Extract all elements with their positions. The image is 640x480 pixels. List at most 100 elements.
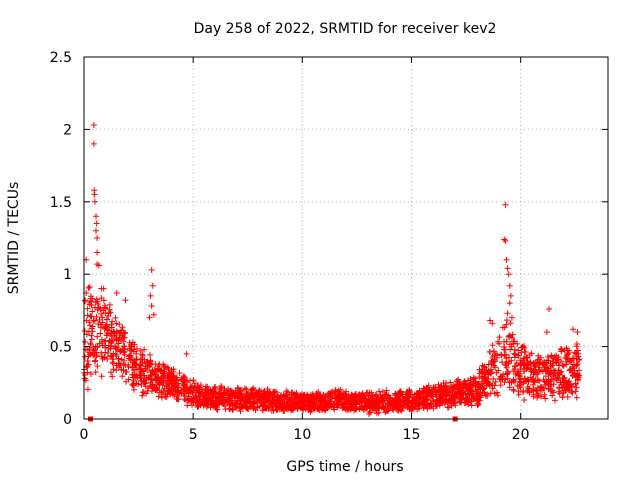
- data-point: [88, 370, 95, 377]
- data-point: [293, 390, 300, 397]
- data-point: [226, 401, 233, 408]
- data-point-outlier: [91, 191, 98, 198]
- data-point: [508, 379, 515, 386]
- data-point: [574, 377, 581, 384]
- data-point: [97, 310, 104, 317]
- y-tick-label: 2.5: [50, 50, 72, 66]
- data-point: [105, 312, 112, 319]
- data-point: [366, 408, 373, 415]
- data-point: [194, 399, 201, 406]
- data-point-outlier: [505, 271, 512, 278]
- data-point: [117, 347, 124, 354]
- y-tick-label: 1: [63, 267, 72, 283]
- data-point: [492, 364, 499, 371]
- data-point: [129, 381, 136, 388]
- data-point: [141, 346, 148, 353]
- data-point: [348, 402, 355, 409]
- data-point: [439, 384, 446, 391]
- data-point: [101, 326, 108, 333]
- data-point: [550, 373, 557, 380]
- data-point: [517, 370, 524, 377]
- data-point: [408, 400, 415, 407]
- data-point-outlier: [122, 297, 129, 304]
- data-point: [122, 362, 129, 369]
- data-point: [95, 320, 102, 327]
- data-point: [456, 381, 463, 388]
- data-point: [506, 341, 513, 348]
- data-point: [414, 406, 421, 413]
- data-point: [408, 407, 415, 414]
- data-point-outlier: [503, 256, 510, 263]
- data-point: [468, 402, 475, 409]
- data-point: [479, 375, 486, 382]
- data-point: [545, 357, 552, 364]
- data-point: [158, 394, 165, 401]
- data-point-outlier: [148, 266, 155, 273]
- data-point: [199, 386, 206, 393]
- data-point: [181, 392, 188, 399]
- data-point: [421, 395, 428, 402]
- data-point: [174, 384, 181, 391]
- data-point: [482, 392, 489, 399]
- data-point-outlier: [543, 329, 550, 336]
- data-point: [573, 384, 580, 391]
- data-point: [551, 397, 558, 404]
- data-point: [502, 361, 509, 367]
- data-point: [343, 401, 350, 408]
- data-point: [488, 357, 495, 364]
- data-point: [371, 406, 378, 413]
- data-point: [186, 397, 193, 404]
- data-point: [92, 346, 99, 353]
- data-point: [465, 386, 472, 393]
- data-point: [229, 400, 236, 407]
- data-point: [296, 397, 303, 404]
- data-point: [147, 351, 154, 358]
- data-point: [564, 383, 571, 390]
- data-point: [151, 384, 158, 391]
- data-point: [548, 352, 555, 359]
- data-point: [556, 390, 563, 397]
- data-point: [542, 395, 549, 402]
- data-point: [527, 359, 534, 366]
- data-point: [168, 371, 175, 378]
- axis-ticks: 0 5 10 15 20 0 0.5 1 1.5 2 2.5: [50, 50, 608, 443]
- data-point: [160, 363, 167, 370]
- data-point: [494, 392, 501, 399]
- data-point: [325, 401, 332, 408]
- data-point: [97, 330, 104, 337]
- data-point: [107, 309, 114, 316]
- data-point: [336, 389, 343, 396]
- data-point: [162, 391, 169, 398]
- data-point: [208, 401, 215, 408]
- data-point: [397, 397, 404, 404]
- data-point: [130, 377, 137, 384]
- x-tick-label: 15: [403, 427, 421, 443]
- data-point-outlier: [93, 227, 100, 234]
- data-point: [339, 399, 346, 406]
- data-point: [514, 340, 521, 347]
- data-point: [237, 408, 244, 415]
- data-point: [503, 351, 510, 358]
- data-point: [503, 317, 510, 324]
- data-point: [467, 375, 474, 382]
- x-tick-label: 10: [293, 427, 311, 443]
- data-point: [152, 377, 159, 384]
- data-point: [519, 344, 526, 351]
- data-point: [241, 385, 248, 392]
- data-point: [444, 388, 451, 395]
- data-point: [85, 361, 92, 368]
- data-point-outlier: [508, 314, 515, 321]
- data-point: [538, 393, 545, 400]
- data-point: [342, 392, 349, 399]
- data-point: [509, 331, 516, 338]
- data-point: [443, 387, 450, 394]
- data-point: [94, 363, 101, 370]
- data-point-outlier: [150, 311, 157, 318]
- data-point: [264, 392, 271, 399]
- data-point: [276, 406, 283, 413]
- data-point: [309, 391, 316, 398]
- data-point: [517, 357, 524, 364]
- data-point: [91, 358, 98, 365]
- data-point: [487, 370, 494, 377]
